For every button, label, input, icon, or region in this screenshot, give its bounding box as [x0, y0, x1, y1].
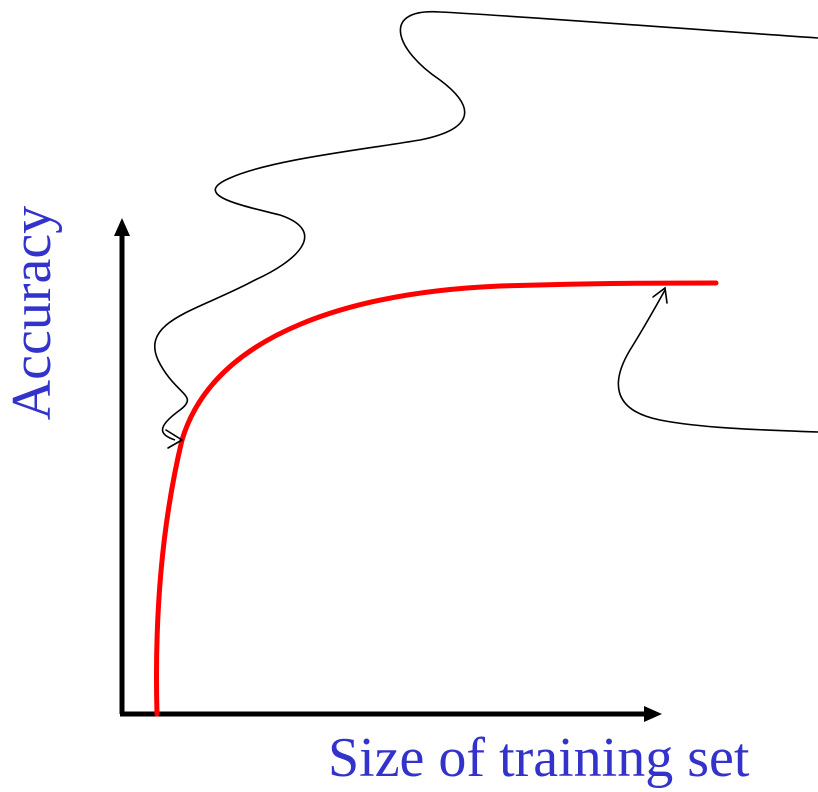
callout-upper-left-line: [154, 11, 818, 441]
x-axis: [120, 706, 662, 722]
callout-right-line: [617, 289, 818, 433]
accuracy-curve: [153, 280, 719, 717]
x-axis-label: Size of training set: [328, 727, 750, 789]
y-axis: [114, 218, 130, 714]
callout-right: [617, 286, 818, 433]
y-axis-label-wrap: Accuracy: [1, 188, 63, 438]
x-axis-arrowhead: [644, 706, 662, 722]
y-axis-label: Accuracy: [1, 205, 63, 421]
y-axis-arrowhead: [114, 218, 130, 236]
callout-upper-left-arrowhead: [165, 429, 184, 449]
callout-upper-left: [154, 11, 818, 449]
callout-right-arrowhead: [652, 286, 668, 304]
